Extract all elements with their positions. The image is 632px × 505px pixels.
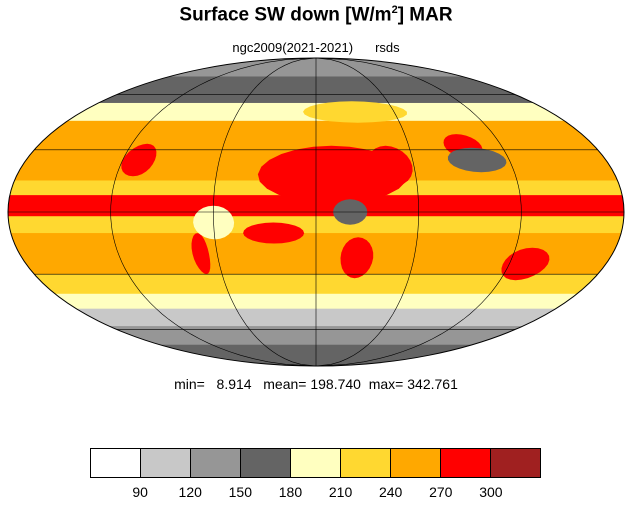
map-subtitle: ngc2009(2021-2021) rsds	[0, 40, 632, 55]
map-title: Surface SW down [W/m2] MAR	[0, 4, 632, 26]
legend-swatch-7	[441, 449, 491, 477]
legend-tick-label: 210	[328, 484, 353, 500]
max-value: 342.761	[407, 376, 458, 392]
region-andes	[191, 233, 211, 275]
title-suffix: ] MAR	[397, 4, 453, 26]
region-eurasia	[303, 101, 407, 123]
legend-tick-label: 90	[132, 484, 148, 500]
legend-swatch-4	[291, 449, 341, 477]
region-south-china	[447, 147, 507, 173]
subtitle-variable: rsds	[375, 40, 400, 55]
max-label: max=	[368, 376, 404, 392]
region-arabia	[366, 145, 413, 187]
legend-swatch-5	[341, 449, 391, 477]
meridian-line	[315, 58, 420, 366]
legend-swatch-6	[391, 449, 441, 477]
min-label: min=	[174, 376, 205, 392]
region-australia	[501, 247, 550, 281]
mean-label: mean=	[263, 376, 307, 392]
legend-tick-label: 150	[228, 484, 253, 500]
color-legend	[90, 448, 541, 478]
meridian-line	[315, 58, 522, 366]
legend-ticks: 90 120 150 180 210 240 270 300	[0, 484, 632, 502]
region-south-atlantic	[243, 222, 305, 244]
title-text: Surface SW down [W/m	[179, 4, 392, 26]
legend-swatch-3	[241, 449, 291, 477]
mean-value: 198.740	[310, 376, 361, 392]
subtitle-run: ngc2009(2021-2021)	[232, 40, 354, 55]
meridian-line	[110, 58, 317, 366]
map-outline	[7, 57, 625, 367]
legend-swatch-0	[91, 449, 141, 477]
legend-tick-label: 270	[429, 484, 453, 500]
min-value: 8.914	[216, 376, 252, 392]
legend-tick-label: 180	[278, 484, 303, 500]
legend-swatch-1	[141, 449, 191, 477]
title-superscript: 2	[391, 4, 398, 16]
legend-tick-label: 240	[378, 484, 403, 500]
legend-swatch-8	[491, 449, 540, 477]
legend-swatch-2	[191, 449, 241, 477]
region-mexico	[121, 143, 157, 177]
map-statistics: min= 8.914 mean= 198.740 max= 342.761	[0, 376, 632, 392]
meridian-line	[212, 58, 317, 366]
region-southern-africa	[340, 237, 374, 279]
map-graticule	[8, 58, 624, 366]
legend-tick-label: 300	[479, 484, 503, 500]
legend-tick-label: 120	[178, 484, 202, 500]
